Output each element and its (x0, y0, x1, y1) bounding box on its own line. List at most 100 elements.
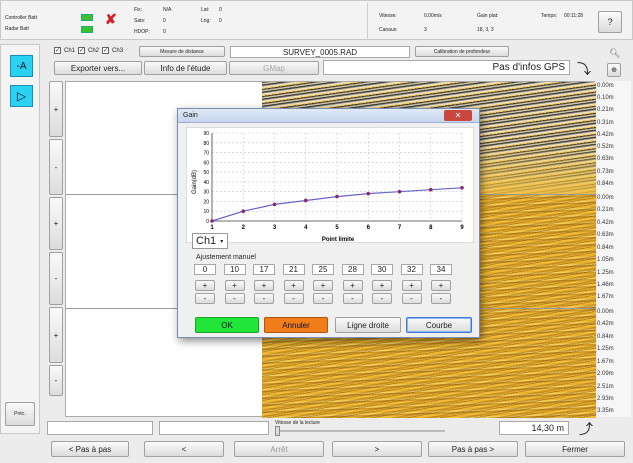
gain-minus-button[interactable]: - (342, 293, 363, 304)
info-etude-button[interactable]: Info de l'étude (144, 61, 227, 75)
gain-minus-button[interactable]: - (431, 293, 451, 304)
ligne-droite-button[interactable]: Ligne droite (335, 317, 401, 333)
play-icon[interactable]: ▷ (10, 85, 33, 107)
fermer-button[interactable]: Fermer (525, 441, 625, 457)
ch3-minus-button[interactable]: - (49, 365, 63, 396)
prec-button[interactable]: Préc. (5, 402, 35, 426)
gain-minus-button[interactable]: - (283, 293, 304, 304)
zoom-in-icon[interactable]: ⊕ (607, 63, 621, 77)
sats-value: 0 (163, 18, 166, 24)
ok-button[interactable]: OK (195, 317, 259, 333)
exporter-button[interactable]: Exporter vers... (54, 61, 142, 75)
gain-points (210, 185, 464, 223)
courbe-button[interactable]: Courbe (406, 317, 472, 333)
annuler-button[interactable]: Annuler (264, 317, 328, 333)
gain-plus-button[interactable]: + (254, 280, 274, 291)
ch2-label: Ch2 (88, 47, 100, 54)
x-tick-label: 5 (335, 225, 339, 231)
arret-button[interactable]: Arrêt (234, 441, 324, 457)
auto-gain-icon[interactable]: -A (10, 55, 33, 77)
gain-plus-button[interactable]: + (401, 280, 422, 291)
gain-plus-button[interactable]: + (195, 280, 215, 291)
canaux-label: Canaux: (379, 27, 398, 33)
depth-label: 2.09m (597, 371, 614, 377)
gain-minus-button[interactable]: - (401, 293, 422, 304)
y-tick-labels: 0 10 20 30 40 50 60 70 80 90 (203, 131, 209, 225)
depth-label: 1.25m (597, 346, 614, 352)
gain-plus-button[interactable]: + (372, 280, 392, 291)
temps-value: 00:11:28 (564, 13, 584, 19)
gain-plus-button[interactable]: + (342, 280, 363, 291)
gain-plus-button[interactable]: + (283, 280, 304, 291)
x-tick-labels: 1 2 3 4 5 6 7 8 9 (210, 225, 464, 231)
gain-plus-button[interactable]: + (224, 280, 245, 291)
gain-value-field[interactable]: 25 (312, 264, 334, 275)
gain-point[interactable] (241, 209, 246, 214)
gain-point[interactable] (397, 189, 402, 194)
x-tick-label: 8 (429, 225, 433, 231)
gain-value-field[interactable]: 0 (194, 264, 216, 275)
gain-point[interactable] (335, 194, 339, 199)
ch1-checkbox[interactable]: ✓ (54, 47, 61, 54)
gain-value-field[interactable]: 17 (253, 264, 275, 275)
ch2-checkbox[interactable]: ✓ (78, 47, 86, 54)
gain-minus-button[interactable]: - (195, 293, 215, 304)
return-up-icon[interactable]: ⤴ (579, 421, 593, 437)
depth-label: 1.05m (597, 257, 614, 263)
gain-value-field[interactable]: 28 (341, 264, 364, 275)
gmap-button[interactable]: GMap (229, 61, 319, 75)
prev-button[interactable]: < (144, 441, 224, 457)
next-button[interactable]: > (332, 441, 422, 457)
gain-value-field[interactable]: 32 (400, 264, 423, 275)
gain-point[interactable] (460, 185, 464, 190)
gain-minus-button[interactable]: - (224, 293, 245, 304)
gain-point[interactable] (428, 187, 433, 192)
y-axis-label: Gain(dB) (192, 170, 198, 194)
close-icon[interactable]: ✕ (444, 110, 472, 121)
ch3-plus-button[interactable]: + (49, 307, 63, 363)
speed-slider-handle[interactable] (275, 426, 280, 436)
ch1-plus-button[interactable]: + (49, 81, 63, 137)
speed-slider-track (275, 430, 445, 432)
pas-a-pas-next-button[interactable]: Pas à pas > (428, 441, 518, 457)
ch3-checkbox[interactable]: ✓ (102, 47, 110, 54)
depth-label: 0.00m (597, 195, 614, 201)
status-bar: Controller Batt Radar Batt ✘ Fix: N/A Sa… (0, 0, 633, 40)
gain-minus-button[interactable]: - (313, 293, 333, 304)
gain-value-field[interactable]: 34 (430, 264, 452, 275)
main-toolbar: ✓ Ch1 ✓ Ch2 ✓ Ch3 Mesure de distance SUR… (47, 44, 632, 78)
ch2-minus-button[interactable]: - (49, 252, 63, 305)
gain-point[interactable] (366, 191, 371, 196)
channel-select[interactable]: Ch1 ▾ (192, 233, 228, 249)
ch1-minus-button[interactable]: - (49, 139, 63, 195)
vitesse-lecture-label: Vitesse de la lecture (275, 420, 320, 426)
zoom-out-icon[interactable]: 🔍︎ (609, 48, 621, 58)
help-button[interactable]: ? (598, 11, 622, 33)
gain-point[interactable] (210, 219, 214, 223)
bottom-field-mid (159, 421, 269, 435)
radar-batt-label: Radar Batt (5, 26, 29, 32)
gain-value-field[interactable]: 10 (223, 264, 246, 275)
gain-plus-button[interactable]: + (313, 280, 333, 291)
controller-batt-label: Controller Batt (5, 15, 37, 21)
pas-a-pas-prev-button[interactable]: < Pas à pas (51, 441, 129, 457)
return-arrow-icon[interactable]: ⤵ (577, 61, 591, 77)
gain-plus-button[interactable]: + (431, 280, 451, 291)
gain-value-field[interactable]: 30 (371, 264, 393, 275)
left-tool-panel: -A ▷ Préc. (0, 44, 40, 434)
ch2-plus-button[interactable]: + (49, 197, 63, 250)
x-tick-label: 7 (398, 225, 402, 231)
gain-minus-button[interactable]: - (254, 293, 274, 304)
dialog-titlebar: Gain ✕ (178, 109, 479, 123)
gain-minus-button[interactable]: - (372, 293, 392, 304)
depth-label: 0.21m (597, 107, 614, 113)
gain-value-field[interactable]: 21 (282, 264, 305, 275)
gain-point[interactable] (303, 198, 308, 203)
depth-label: 0.10m (597, 95, 614, 101)
gps-field: Pas d'infos GPS (323, 60, 570, 75)
gain-point[interactable] (272, 202, 277, 207)
calibration-button[interactable]: Calibration de profondeur (415, 46, 509, 57)
mesure-distance-button[interactable]: Mesure de distance (139, 46, 225, 57)
y-tick-label: 70 (203, 151, 209, 157)
